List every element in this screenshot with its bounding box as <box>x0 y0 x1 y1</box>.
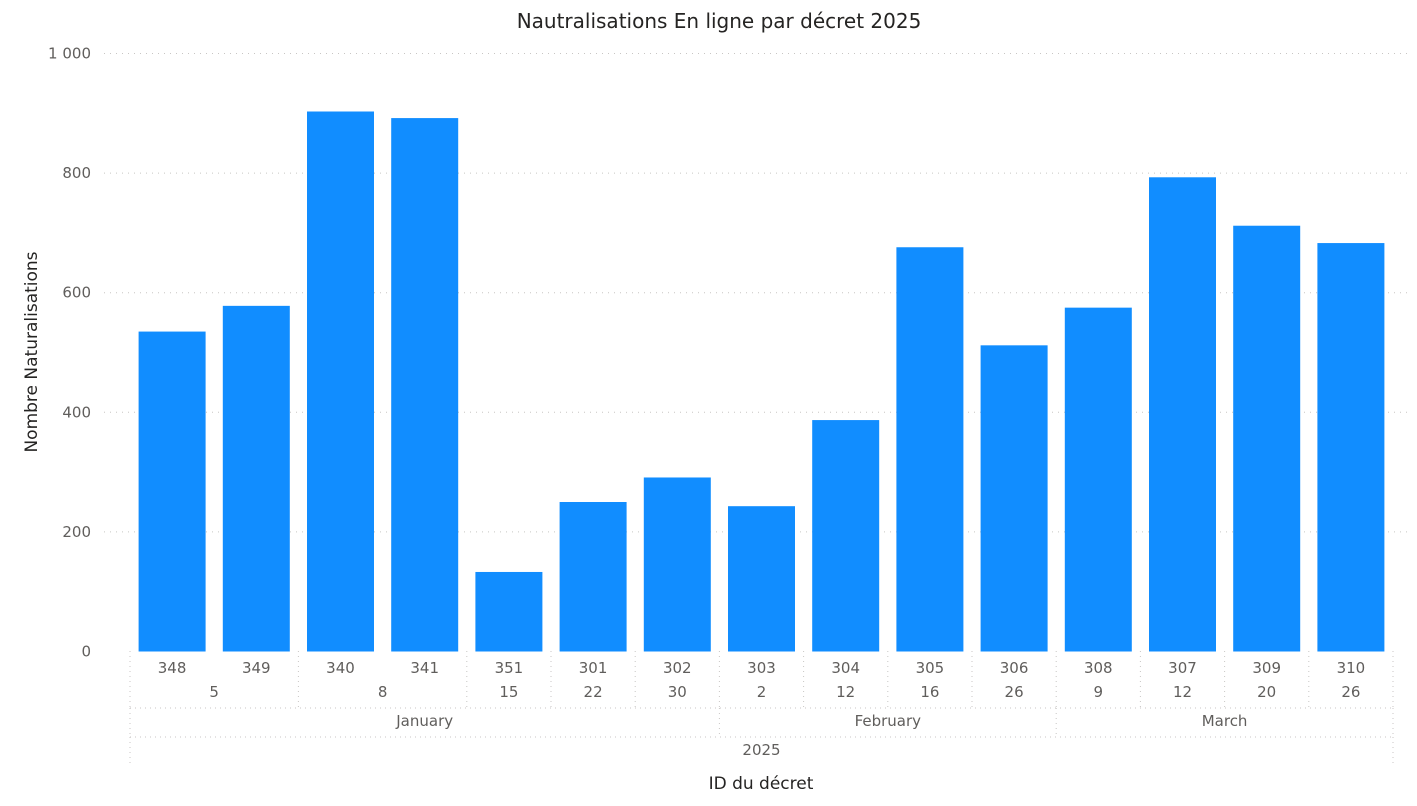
x-tick-label-id: 340 <box>326 659 355 677</box>
x-tick-label-id: 306 <box>1000 659 1029 677</box>
x-tick-label-day: 26 <box>1341 683 1360 701</box>
y-axis-title: Nombre Naturalisations <box>22 251 42 452</box>
bar-310[interactable] <box>1317 243 1385 652</box>
x-tick-label-id: 348 <box>158 659 187 677</box>
x-tick-label-day: 8 <box>378 683 388 701</box>
y-tick-label: 200 <box>62 523 91 541</box>
x-tick-label-day: 12 <box>836 683 855 701</box>
x-tick-label-day: 16 <box>920 683 939 701</box>
x-tick-label-id: 309 <box>1252 659 1281 677</box>
bar-305[interactable] <box>896 247 964 652</box>
bar-302[interactable] <box>643 477 711 652</box>
y-axis-ticks: 0 200 400 600 800 1 000 <box>48 45 91 661</box>
y-tick-label: 400 <box>62 403 91 421</box>
x-tick-label-day: 20 <box>1257 683 1276 701</box>
x-tick-label-month: February <box>855 712 922 730</box>
x-axis-hierarchy: 348 349 340 341 351 301 302 303 304 305 306 308 307 3… <box>129 651 1394 767</box>
bar-341[interactable] <box>391 118 459 652</box>
bar-307[interactable] <box>1149 177 1216 652</box>
x-tick-label-month: January <box>395 712 453 730</box>
x-tick-label-day: 30 <box>668 683 687 701</box>
x-axis-title: ID du décret <box>709 774 814 794</box>
x-tick-label-day: 22 <box>584 683 603 701</box>
x-tick-label-day: 9 <box>1094 683 1104 701</box>
x-tick-label-id: 307 <box>1168 659 1197 677</box>
bar-306[interactable] <box>980 345 1048 652</box>
y-tick-label: 0 <box>81 643 91 661</box>
x-tick-label-id: 310 <box>1337 659 1366 677</box>
x-tick-label-id: 303 <box>747 659 776 677</box>
x-tick-label-id: 308 <box>1084 659 1113 677</box>
x-tick-label-id: 305 <box>916 659 945 677</box>
y-tick-label: 800 <box>62 164 91 182</box>
x-tick-label-id: 302 <box>663 659 692 677</box>
x-tick-label-day: 5 <box>209 683 219 701</box>
x-tick-label-id: 304 <box>831 659 860 677</box>
y-tick-label: 1 000 <box>48 45 91 63</box>
bar-301[interactable] <box>559 502 627 652</box>
x-tick-label-day: 15 <box>499 683 518 701</box>
y-tick-label: 600 <box>62 284 91 302</box>
x-tick-label-id: 341 <box>410 659 439 677</box>
bar-340[interactable] <box>307 111 374 652</box>
chart-title: Nautralisations En ligne par décret 2025 <box>517 9 922 33</box>
x-tick-label-year: 2025 <box>742 741 780 759</box>
x-tick-label-id: 301 <box>579 659 608 677</box>
bar-349[interactable] <box>222 305 290 652</box>
x-tick-label-id: 349 <box>242 659 271 677</box>
bar-351[interactable] <box>475 571 543 652</box>
bar-304[interactable] <box>812 420 880 652</box>
bar-309[interactable] <box>1233 225 1301 652</box>
x-tick-label-day: 2 <box>757 683 767 701</box>
bar-308[interactable] <box>1064 307 1132 652</box>
bar-348[interactable] <box>138 331 206 652</box>
x-tick-label-day: 12 <box>1173 683 1192 701</box>
bars <box>138 111 1385 652</box>
x-tick-label-month: March <box>1202 712 1248 730</box>
x-tick-label-id: 351 <box>495 659 524 677</box>
bar-303[interactable] <box>728 506 795 652</box>
x-tick-label-day: 26 <box>1005 683 1024 701</box>
